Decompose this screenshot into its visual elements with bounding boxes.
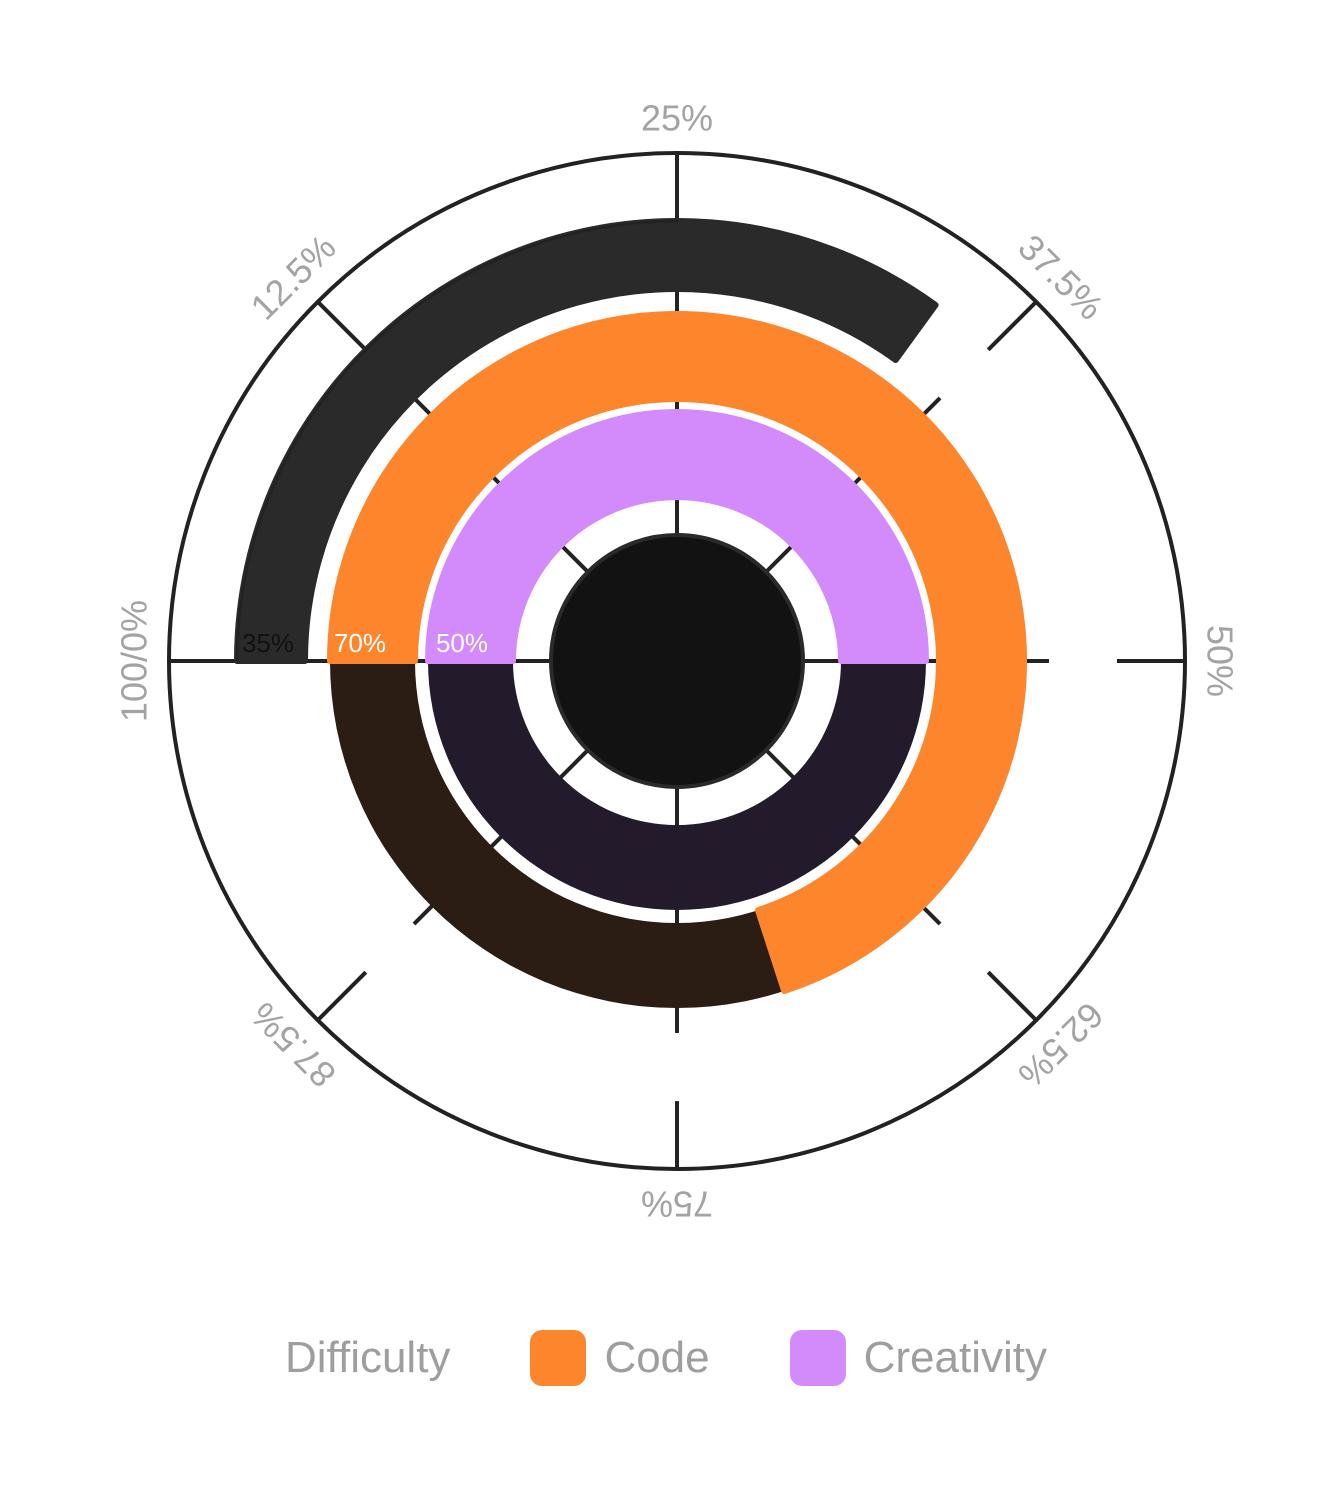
bar-code	[327, 311, 1027, 995]
bar-creativity	[425, 409, 929, 664]
legend-label-difficulty: Difficulty	[284, 1333, 451, 1382]
axis-label-0: 100/0%	[114, 600, 155, 722]
axis-label-6: 75%	[641, 1183, 713, 1224]
legend-item-creativity[interactable]: Creativity	[789, 1330, 1047, 1386]
axis-label-4: 50%	[1199, 625, 1240, 697]
value-label-difficulty: 35%	[242, 628, 294, 658]
legend: Difficulty Code Creativity	[0, 1330, 1332, 1386]
axis-label-2: 25%	[641, 98, 713, 139]
legend-item-difficulty[interactable]: Difficulty	[285, 1333, 450, 1383]
value-label-code: 70%	[334, 628, 386, 658]
center-circle	[549, 533, 805, 789]
legend-label-code: Code	[604, 1333, 710, 1382]
difficulty-track-edge	[235, 219, 678, 662]
legend-label-creativity: Creativity	[863, 1333, 1047, 1382]
legend-swatch-creativity	[789, 1330, 846, 1386]
legend-swatch-code	[530, 1330, 587, 1386]
value-label-creativity: 50%	[436, 628, 488, 658]
radial-bar-chart: 35% 70% 50%100/0%12.5%25%37.5%50%62.5%75%8…	[114, 98, 1241, 1225]
legend-item-code[interactable]: Code	[530, 1330, 710, 1386]
